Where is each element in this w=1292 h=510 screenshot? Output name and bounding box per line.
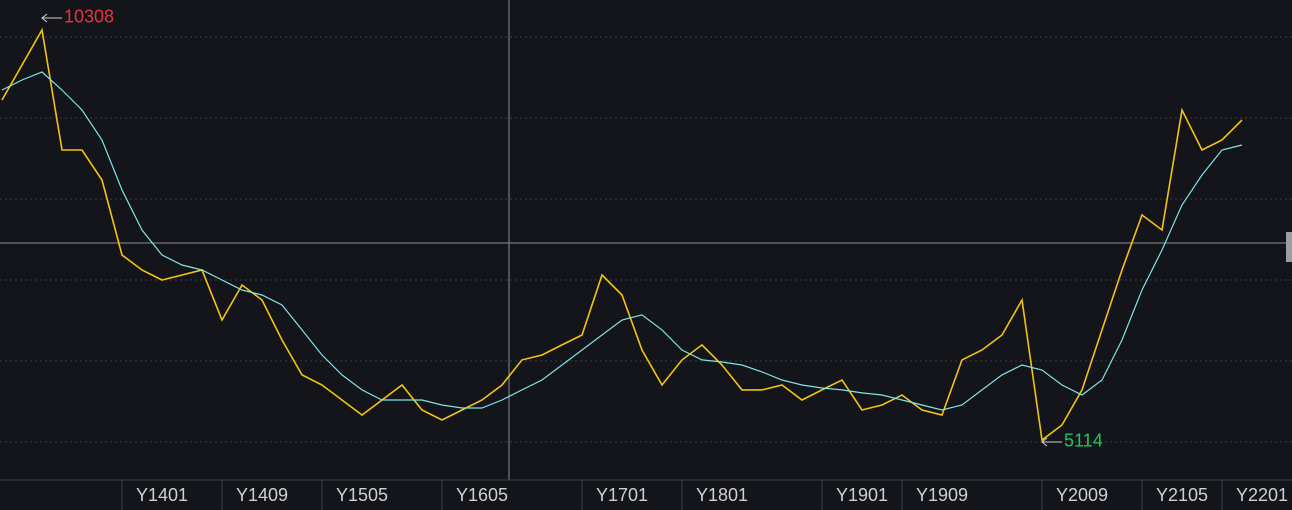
annotation-label: 5114 (1064, 431, 1103, 451)
x-tick-label: Y2105 (1156, 485, 1208, 505)
annotation-arrowhead (1041, 437, 1048, 447)
x-tick-label: Y1909 (916, 485, 968, 505)
x-tick-label: Y1401 (136, 485, 188, 505)
x-tick-label: Y1409 (236, 485, 288, 505)
series-line (1, 27, 1243, 442)
annotation-label: 10308 (64, 7, 114, 27)
x-tick-label: Y1801 (696, 485, 748, 505)
x-tick-label: Y1605 (456, 485, 508, 505)
x-tick-label: Y1505 (336, 485, 388, 505)
x-tick-label: Y1701 (596, 485, 648, 505)
annotation-arrowhead (41, 13, 48, 23)
series-line (1, 71, 1243, 411)
grid (0, 36, 1292, 443)
scroll-handle[interactable] (1286, 232, 1292, 262)
x-axis-band (0, 480, 1292, 510)
x-tick-label: Y1901 (836, 485, 888, 505)
x-tick-label: Y2201 (1236, 485, 1288, 505)
x-tick-label: Y2009 (1056, 485, 1108, 505)
